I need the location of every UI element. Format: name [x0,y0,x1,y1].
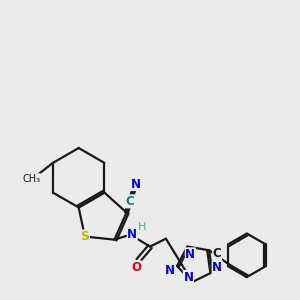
Text: CH₃: CH₃ [22,174,40,184]
Text: C: C [126,195,134,208]
Text: N: N [185,248,195,261]
Text: N: N [127,228,137,241]
Text: N: N [183,271,194,284]
Text: S: S [80,230,89,243]
Text: N: N [130,178,141,190]
Text: H: H [138,222,146,232]
Text: N: N [165,265,175,278]
Text: N: N [212,261,222,274]
Text: O: O [131,261,141,274]
Text: C: C [213,247,221,260]
